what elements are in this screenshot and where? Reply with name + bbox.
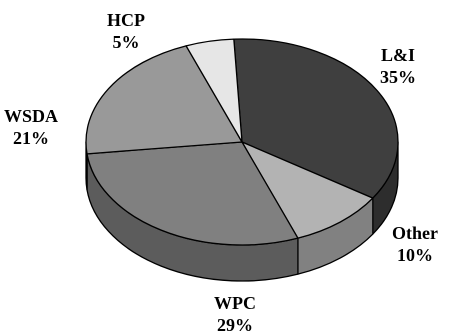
- slice-label-other: Other 10%: [392, 222, 438, 266]
- slice-label-hcp: HCP 5%: [107, 9, 145, 53]
- slice-label-li: L&I 35%: [380, 44, 416, 88]
- pie-slice-l-i: [233, 38, 399, 199]
- slice-label-other-percent: 10%: [396, 245, 433, 265]
- slice-label-wsda-percent: 21%: [13, 128, 49, 148]
- slice-label-other-name: Other: [392, 223, 438, 243]
- slice-label-wpc-percent: 29%: [217, 315, 253, 335]
- pie-slice-wsda: [85, 45, 243, 155]
- slice-label-li-percent: 35%: [380, 67, 416, 87]
- slice-label-wsda-name: WSDA: [4, 106, 59, 126]
- slice-label-wsda: WSDA 21%: [4, 105, 58, 149]
- slice-label-wpc: WPC 29%: [214, 292, 256, 336]
- pie-slice-other: [241, 141, 374, 239]
- pie-slice-wpc: [86, 141, 299, 246]
- slice-label-hcp-name: HCP: [107, 10, 145, 30]
- pie-slice-hcp: [185, 38, 243, 143]
- pie-tops: [85, 38, 399, 246]
- slice-label-wpc-name: WPC: [214, 293, 256, 313]
- slice-label-li-name: L&I: [380, 45, 415, 65]
- slice-label-hcp-percent: 5%: [112, 32, 140, 52]
